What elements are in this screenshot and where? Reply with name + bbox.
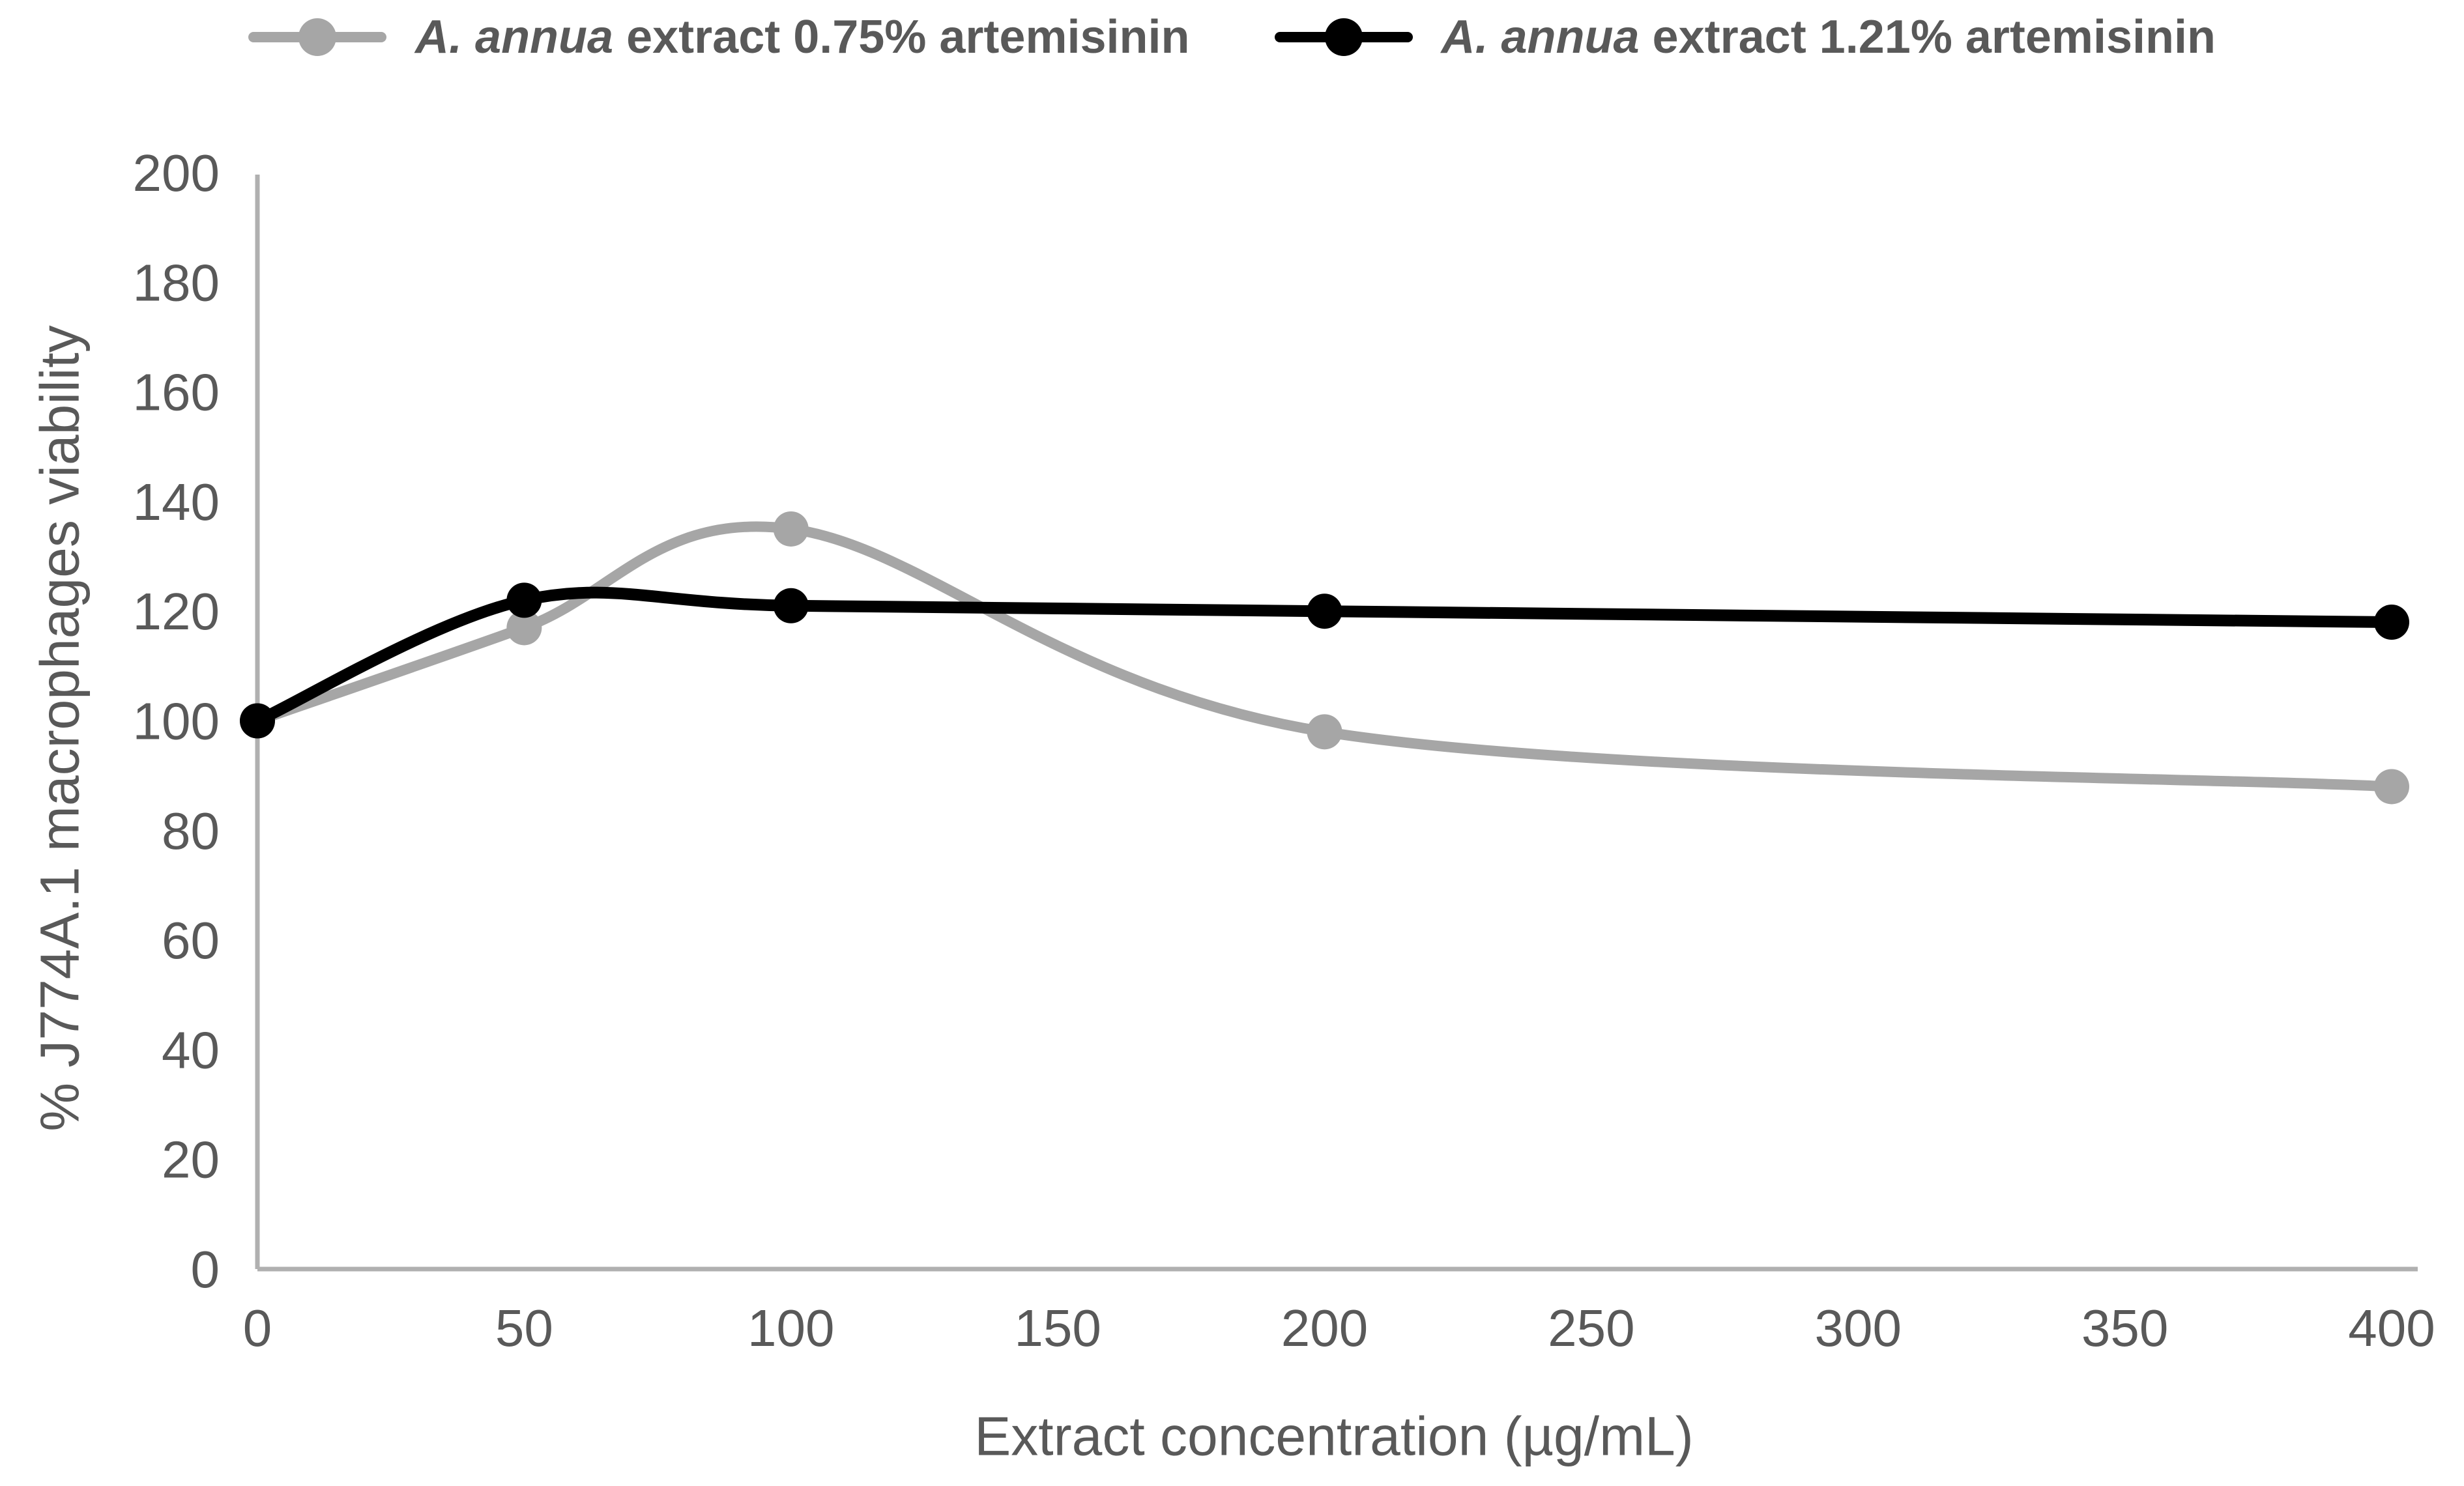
legend-label-extract-0-75: A. annua extract 0.75% artemisinin (415, 10, 1189, 64)
y-tick-label: 80 (162, 802, 220, 860)
y-tick-label: 60 (162, 911, 220, 969)
x-tick-label: 350 (2081, 1299, 2168, 1357)
x-axis-title: Extract concentration (µg/mL) (974, 1405, 1694, 1467)
x-tick-label: 200 (1281, 1299, 1368, 1357)
series-0-marker (1307, 714, 1342, 750)
series-1-marker (2374, 605, 2409, 640)
legend-label-rest: extract 0.75% artemisinin (613, 11, 1190, 63)
series-line-0 (252, 521, 2397, 792)
y-tick-label: 100 (133, 693, 220, 750)
legend-item-extract-1-21: A. annua extract 1.21% artemisinin (1274, 10, 2216, 64)
series-line-1 (252, 586, 2398, 727)
x-tick-label: 50 (495, 1299, 553, 1357)
legend-label-extract-1-21: A. annua extract 1.21% artemisinin (1442, 10, 2216, 64)
y-tick-label: 40 (162, 1021, 220, 1079)
y-tick-label: 140 (133, 473, 220, 531)
series-1-marker (506, 582, 542, 618)
legend-marker-black (1274, 16, 1413, 58)
legend-dot-icon (298, 18, 337, 56)
legend-dot-icon (1324, 18, 1363, 56)
series-0-marker (506, 610, 542, 646)
x-tick-label: 0 (243, 1299, 272, 1357)
y-tick-label: 20 (162, 1131, 220, 1189)
series-1-marker (240, 703, 275, 739)
x-tick-label: 100 (747, 1299, 834, 1357)
x-tick-label: 300 (1815, 1299, 1902, 1357)
series-1-marker (773, 588, 809, 623)
legend-item-extract-0-75: A. annua extract 0.75% artemisinin (248, 10, 1190, 64)
legend-marker-gray (248, 16, 387, 58)
y-tick-label: 200 (133, 144, 220, 202)
y-tick-label: 180 (133, 253, 220, 311)
species-name: A. annua (1441, 11, 1640, 63)
x-tick-label: 150 (1014, 1299, 1101, 1357)
x-tick-label: 250 (1548, 1299, 1634, 1357)
x-tick-label: 400 (2348, 1299, 2435, 1357)
legend: A. annua extract 0.75% artemisinin A. an… (0, 10, 2464, 64)
y-tick-label: 120 (133, 582, 220, 640)
legend-label-rest: extract 1.21% artemisinin (1639, 11, 2216, 63)
series-0-marker (773, 511, 809, 547)
y-tick-label: 0 (191, 1240, 220, 1298)
series-0-marker (2374, 769, 2409, 805)
species-name: A. annua (415, 11, 614, 63)
y-tick-label: 160 (133, 364, 220, 422)
series-1-marker (1307, 593, 1342, 629)
